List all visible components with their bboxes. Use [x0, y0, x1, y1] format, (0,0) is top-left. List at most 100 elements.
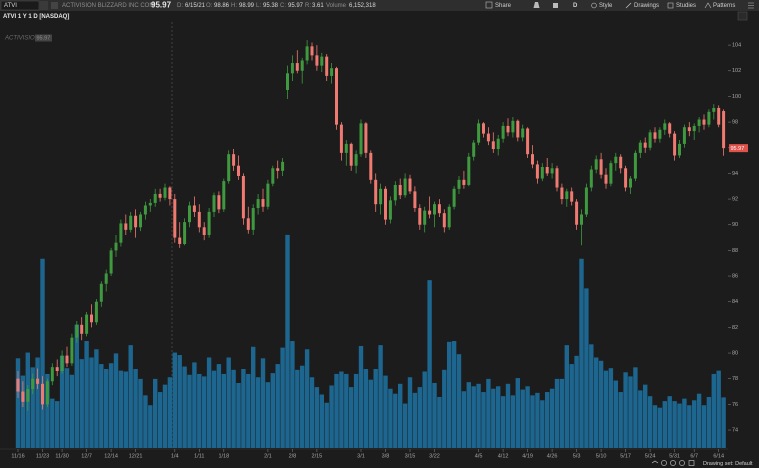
candle-body [271, 168, 275, 184]
candle-body [604, 174, 608, 184]
y-tick-label: 92 [732, 197, 738, 203]
reset-button[interactable] [688, 460, 695, 466]
drawings-icon[interactable] [625, 2, 632, 9]
zoom-in-button[interactable] [670, 460, 676, 466]
link-icon[interactable] [51, 2, 58, 9]
volume-bar [15, 358, 21, 448]
candle-body [712, 107, 716, 112]
candle-body [178, 237, 182, 244]
style-icon[interactable] [591, 2, 597, 9]
zoom-out-button[interactable] [679, 460, 685, 466]
share-icon[interactable] [485, 1, 493, 9]
volume-bar [716, 370, 721, 448]
volume-bar [167, 377, 173, 448]
x-tick-label: 3/8 [382, 453, 390, 459]
watermark-price-box [35, 34, 52, 42]
volume-bar [300, 365, 305, 448]
volume-bar [545, 392, 550, 448]
x-tick-label: 12/14 [104, 453, 118, 459]
volume-bar [569, 364, 574, 448]
candle-body [633, 152, 637, 179]
volume-bar [172, 352, 177, 448]
volume-bar [471, 386, 476, 448]
interval-button[interactable]: D [573, 3, 578, 9]
drawings-button[interactable]: Drawings [634, 3, 659, 9]
scroll-up[interactable] [651, 460, 659, 464]
volume-bar [334, 373, 339, 448]
studies-button[interactable]: Studies [676, 3, 696, 9]
high-value: 98.99 [239, 3, 255, 9]
x-tick-label: 4/12 [498, 453, 509, 459]
candle-body [31, 378, 35, 389]
studies-icon[interactable] [667, 2, 674, 9]
symbol-dropdown[interactable] [40, 1, 48, 10]
share-button[interactable]: Share [495, 3, 512, 9]
volume-bar [295, 369, 300, 448]
volume-bar [574, 355, 579, 448]
candle-body [60, 355, 64, 372]
chart-title: ATVI 1 Y 1 D [NASDAQ] [3, 14, 69, 20]
candle-body [16, 378, 20, 392]
volume-bar [638, 390, 643, 448]
volume-bar [447, 341, 452, 448]
close-label: C: [280, 3, 286, 9]
volume-bar [476, 383, 481, 448]
volume-bar [422, 371, 427, 448]
candle-body [697, 119, 701, 126]
volume-bar [104, 369, 109, 448]
settings-icon[interactable] [553, 3, 558, 8]
candle-body [124, 223, 128, 230]
candle-body [192, 205, 196, 212]
volume-bar [79, 359, 84, 448]
patterns-button[interactable]: Patterns [713, 3, 735, 9]
volume-bar [618, 392, 623, 448]
volume-bar [74, 324, 79, 448]
volume-bar [231, 369, 236, 448]
style-button[interactable]: Style [599, 3, 613, 9]
candle-body [398, 184, 402, 196]
y-tick-label: 102 [732, 68, 741, 74]
volume-bar [40, 258, 45, 448]
symbol-input[interactable] [0, 0, 40, 11]
x-tick-label: 5/31 [669, 453, 680, 459]
x-tick-label: 4/26 [547, 453, 558, 459]
menu-icon[interactable] [748, 2, 754, 9]
volume-bar [633, 367, 638, 448]
candle-body [472, 142, 476, 157]
patterns-icon[interactable] [704, 2, 712, 9]
candle-body [300, 60, 304, 71]
drawing-set[interactable]: Drawing set: Default [703, 461, 753, 467]
volume-bar [226, 357, 231, 448]
low-label: L: [256, 3, 261, 9]
flask-icon[interactable] [533, 2, 540, 8]
candle-body [55, 367, 59, 372]
volume-bar [270, 373, 275, 448]
candle-body [330, 68, 334, 76]
volume-bar [598, 360, 604, 448]
volume-bar [138, 378, 143, 448]
candle-body [462, 179, 466, 185]
volume-bar [118, 370, 124, 448]
candle-body [188, 205, 191, 223]
candle-body [295, 63, 299, 71]
candle-body [521, 128, 525, 138]
collapse-button[interactable] [737, 11, 748, 21]
candle-body [217, 195, 221, 210]
candle-body [580, 214, 583, 225]
watermark: ACTIVISION [4, 36, 40, 42]
candle-body [668, 123, 672, 134]
candle-body [134, 215, 138, 228]
pan-button[interactable] [661, 460, 667, 466]
candle-body [364, 123, 368, 153]
x-tick-label: 2/8 [289, 453, 297, 459]
volume-bar [388, 388, 393, 448]
x-tick-label: 11/23 [36, 453, 49, 459]
volume-bar [466, 382, 471, 448]
candle-body [629, 178, 632, 188]
candle-body [26, 388, 30, 402]
candle-body [339, 124, 343, 153]
volume-bar [383, 375, 388, 448]
volume-bar [255, 377, 261, 448]
x-tick-label: 5/24 [645, 453, 656, 459]
candle-body [315, 55, 319, 66]
